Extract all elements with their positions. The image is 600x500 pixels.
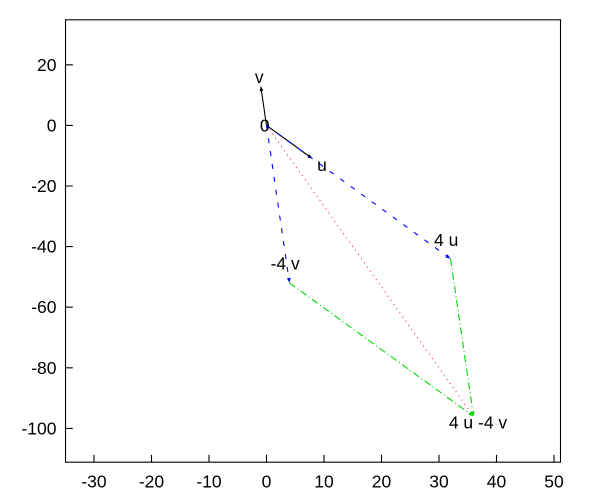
svg-text:10: 10: [314, 472, 334, 492]
svg-text:0: 0: [262, 472, 272, 492]
svg-text:-30: -30: [81, 472, 107, 492]
svg-text:20: 20: [37, 55, 57, 75]
svg-text:-100: -100: [21, 418, 56, 438]
svg-text:-20: -20: [139, 472, 165, 492]
svg-text:-10: -10: [196, 472, 222, 492]
svg-text:v: v: [255, 67, 264, 87]
svg-text:40: 40: [487, 472, 507, 492]
svg-text:-20: -20: [31, 176, 57, 196]
svg-text:-40: -40: [31, 237, 57, 257]
svg-text:-60: -60: [31, 297, 57, 317]
svg-text:0: 0: [260, 116, 270, 136]
svg-text:-80: -80: [31, 358, 57, 378]
svg-text:-4 v: -4 v: [271, 254, 300, 274]
svg-text:30: 30: [429, 472, 449, 492]
svg-text:20: 20: [372, 472, 392, 492]
svg-text:0: 0: [47, 115, 57, 135]
svg-text:50: 50: [544, 472, 564, 492]
svg-text:u: u: [317, 155, 327, 175]
svg-text:4 u: 4 u: [434, 230, 458, 250]
svg-text:4 u -4 v: 4 u -4 v: [449, 413, 508, 433]
